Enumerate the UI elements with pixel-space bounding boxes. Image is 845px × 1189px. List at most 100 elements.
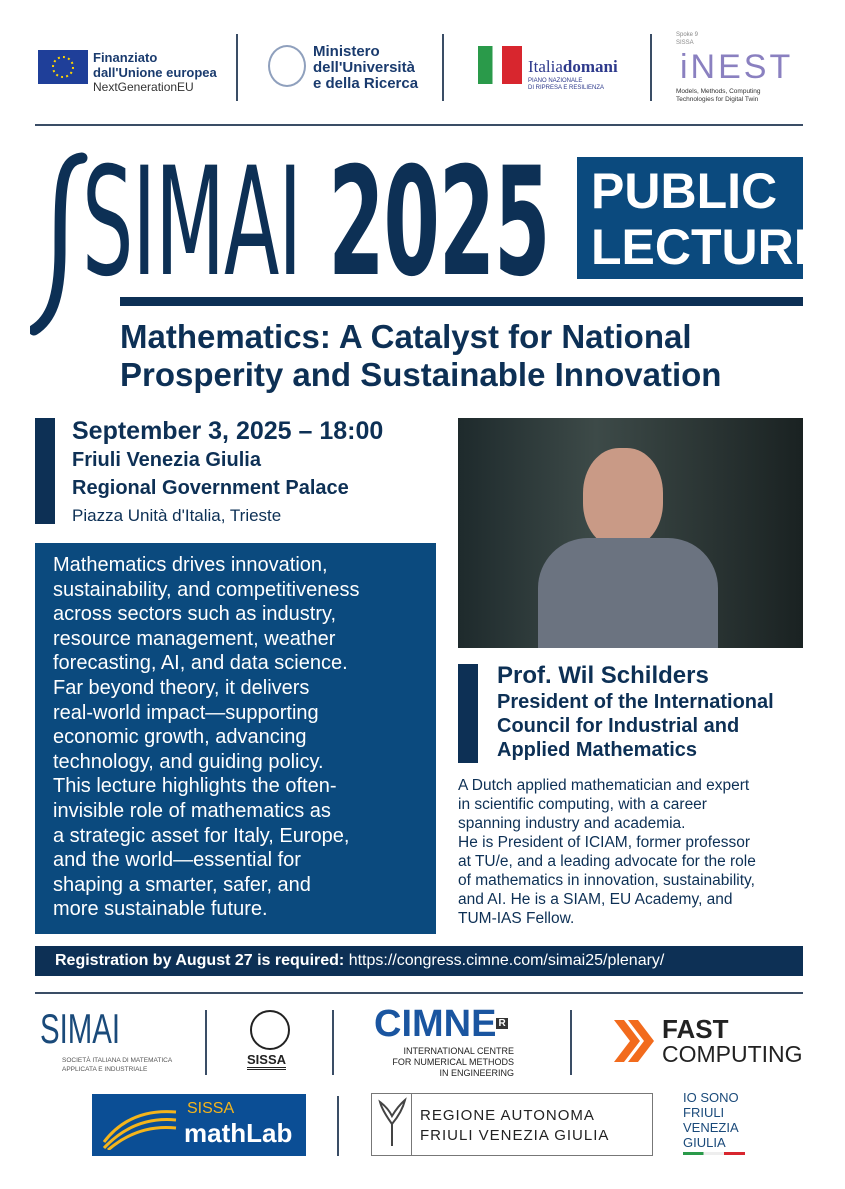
speaker-name: Prof. Wil Schilders [497,662,709,689]
divider [442,34,444,101]
cimne-logo: CIMNE R [374,1004,508,1044]
registration-label: Registration by August 27 is required: [55,952,345,969]
title-line1: Mathematics: A Catalyst for National [120,318,692,355]
text-line: Far beyond theory, it delivers [53,676,310,699]
speaker-role3: Applied Mathematics [497,739,698,761]
brand: SIMAI [82,136,302,310]
italiadomani-a: Italia [528,57,563,76]
italian-emblem-icon [268,45,306,87]
mur-logo-text: Ministero dell'Università e della Ricerc… [313,44,418,92]
text-line: TUM-IAS Fellow. [458,910,575,927]
text-line: sustainability, and competitiveness [53,578,360,601]
speaker-photo [458,418,803,648]
text-line: This lecture highlights the often- [53,775,337,798]
mur-line3: e della Ricerca [313,75,419,92]
text-line: A Dutch applied mathematician and expert [458,777,750,794]
top-rule [35,124,803,126]
event-venue2: Regional Government Palace [72,477,349,499]
lecture-title: Mathematics: A Catalyst for National Pro… [120,318,721,394]
event-details: September 3, 2025 – 18:00 Friuli Venezia… [72,416,383,530]
sissa-logo: SISSA [247,1052,287,1070]
divider [236,34,238,101]
spoke: Spoke 9 [676,32,699,38]
badge-line1: PUBLIC [591,163,778,219]
fast-computing-logo: FAST COMPUTING [662,1016,803,1066]
text-line: a strategic asset for Italy, Europe, [53,824,350,847]
text-line: VENEZIA [683,1120,739,1135]
text-line: and AI. He is a SIAM, EU Academy, and [458,891,733,908]
eagle-icon [372,1094,412,1155]
fast-chevron-icon [614,1020,654,1062]
description-box: Mathematics drives innovation, sustainabi… [35,543,436,934]
registration-bar: Registration by August 27 is required: h… [35,946,803,976]
italiadomani-name: Italiadomani [528,57,618,77]
eu-line3: NextGenerationEU [93,80,194,94]
tag1: SOCIETÀ ITALIANA DI MATEMATICA [62,1057,173,1064]
speaker-role1: President of the International [497,691,774,713]
eu-stars-icon [52,56,74,78]
mathlab-line1: SISSA [187,1100,235,1117]
inest-spoke: Spoke 9 SISSA [676,31,698,47]
tag2: FOR NUMERICAL METHODS [392,1057,514,1067]
text-line: IO SONO [683,1090,739,1105]
mur-line2: dell'Università [313,59,415,76]
mathlab-logo: SISSA mathLab [92,1094,306,1156]
text-line: Mathematics drives innovation, [53,554,328,576]
divider [650,34,652,101]
title-line2: Prosperity and Sustainable Innovation [120,356,722,393]
italiadomani-b: domani [562,57,618,76]
tag2: DI RIPRESA E RESILIENZA [528,85,605,91]
fast-line1: FAST [662,1014,729,1044]
io-sono-fvg-logo: IO SONO FRIULI VENEZIA GIULIA [683,1090,739,1150]
text-line: technology, and guiding policy. [53,750,324,773]
text-line: at TU/e, and a leading advocate for the … [458,853,756,870]
text-line: across sectors such as industry, [53,603,337,626]
mathlab-waves-icon [102,1110,177,1150]
regione-text: REGIONE AUTONOMA FRIULI VENEZIA GIULIA [420,1106,609,1146]
badge-line2: LECTURE [591,219,828,275]
simai-tag: SOCIETÀ ITALIANA DI MATEMATICA APPLICATA … [62,1056,172,1074]
cimne-mark: R [496,1018,508,1029]
title-rule [120,297,803,306]
speaker-jacket [538,538,718,648]
text-line: forecasting, AI, and data science. [53,652,348,675]
text-line: in scientific computing, with a career [458,796,707,813]
bottom-rule [35,992,803,994]
mathlab-line2: mathLab [184,1118,293,1148]
text-line: economic growth, advancing [53,726,307,749]
text-line: of mathematics in innovation, sustainabi… [458,872,755,889]
registration-link[interactable]: https://congress.cimne.com/simai25/plena… [348,952,665,969]
event-venue1: Friuli Venezia Giulia [72,449,261,471]
tag1: INTERNATIONAL CENTRE [403,1046,514,1056]
text-line: real-world impact—supporting [53,701,319,724]
text-line: resource management, weather [53,627,336,650]
tag1: PIANO NAZIONALE [528,78,583,84]
cimne-tag: INTERNATIONAL CENTRE FOR NUMERICAL METHOD… [370,1046,514,1079]
eu-line2: dall'Unione europea [93,65,217,80]
speaker-info: Prof. Wil Schilders President of the Int… [497,662,774,762]
cimne-name: CIMNE [374,1003,497,1045]
simai-logo: SIMAI [40,1005,121,1052]
sissa: SISSA [676,40,694,46]
event-datetime: September 3, 2025 – 18:00 [72,417,384,445]
divider [570,1010,572,1075]
regione-line1: REGIONE AUTONOMA [420,1107,595,1124]
inest-logo: iNEST [680,48,794,86]
eu-logo [38,50,88,84]
regione-fvg-logo: REGIONE AUTONOMA FRIULI VENEZIA GIULIA [371,1093,653,1156]
speaker-face [583,448,663,548]
inest-tag: Models, Methods, Computing Technologies f… [676,88,761,104]
text-line: more sustainable future. [53,898,268,921]
italiadomani-flag-icon [478,46,522,84]
text-line: spanning industry and academia. [458,815,686,832]
fast-line2: COMPUTING [662,1041,803,1067]
accent-bar [458,664,478,763]
tag2: Technologies for Digital Twin [676,96,759,103]
speaker-role2: Council for Industrial and [497,715,740,737]
regione-line2: FRIULI VENEZIA GIULIA [420,1127,610,1144]
text-line: shaping a smarter, safer, and [53,873,311,896]
tag2: APPLICATA E INDUSTRIALE [62,1066,148,1073]
text-line: FRIULI [683,1105,725,1120]
event-address: Piazza Unità d'Italia, Trieste [72,506,282,525]
year: 2025 [328,136,550,310]
